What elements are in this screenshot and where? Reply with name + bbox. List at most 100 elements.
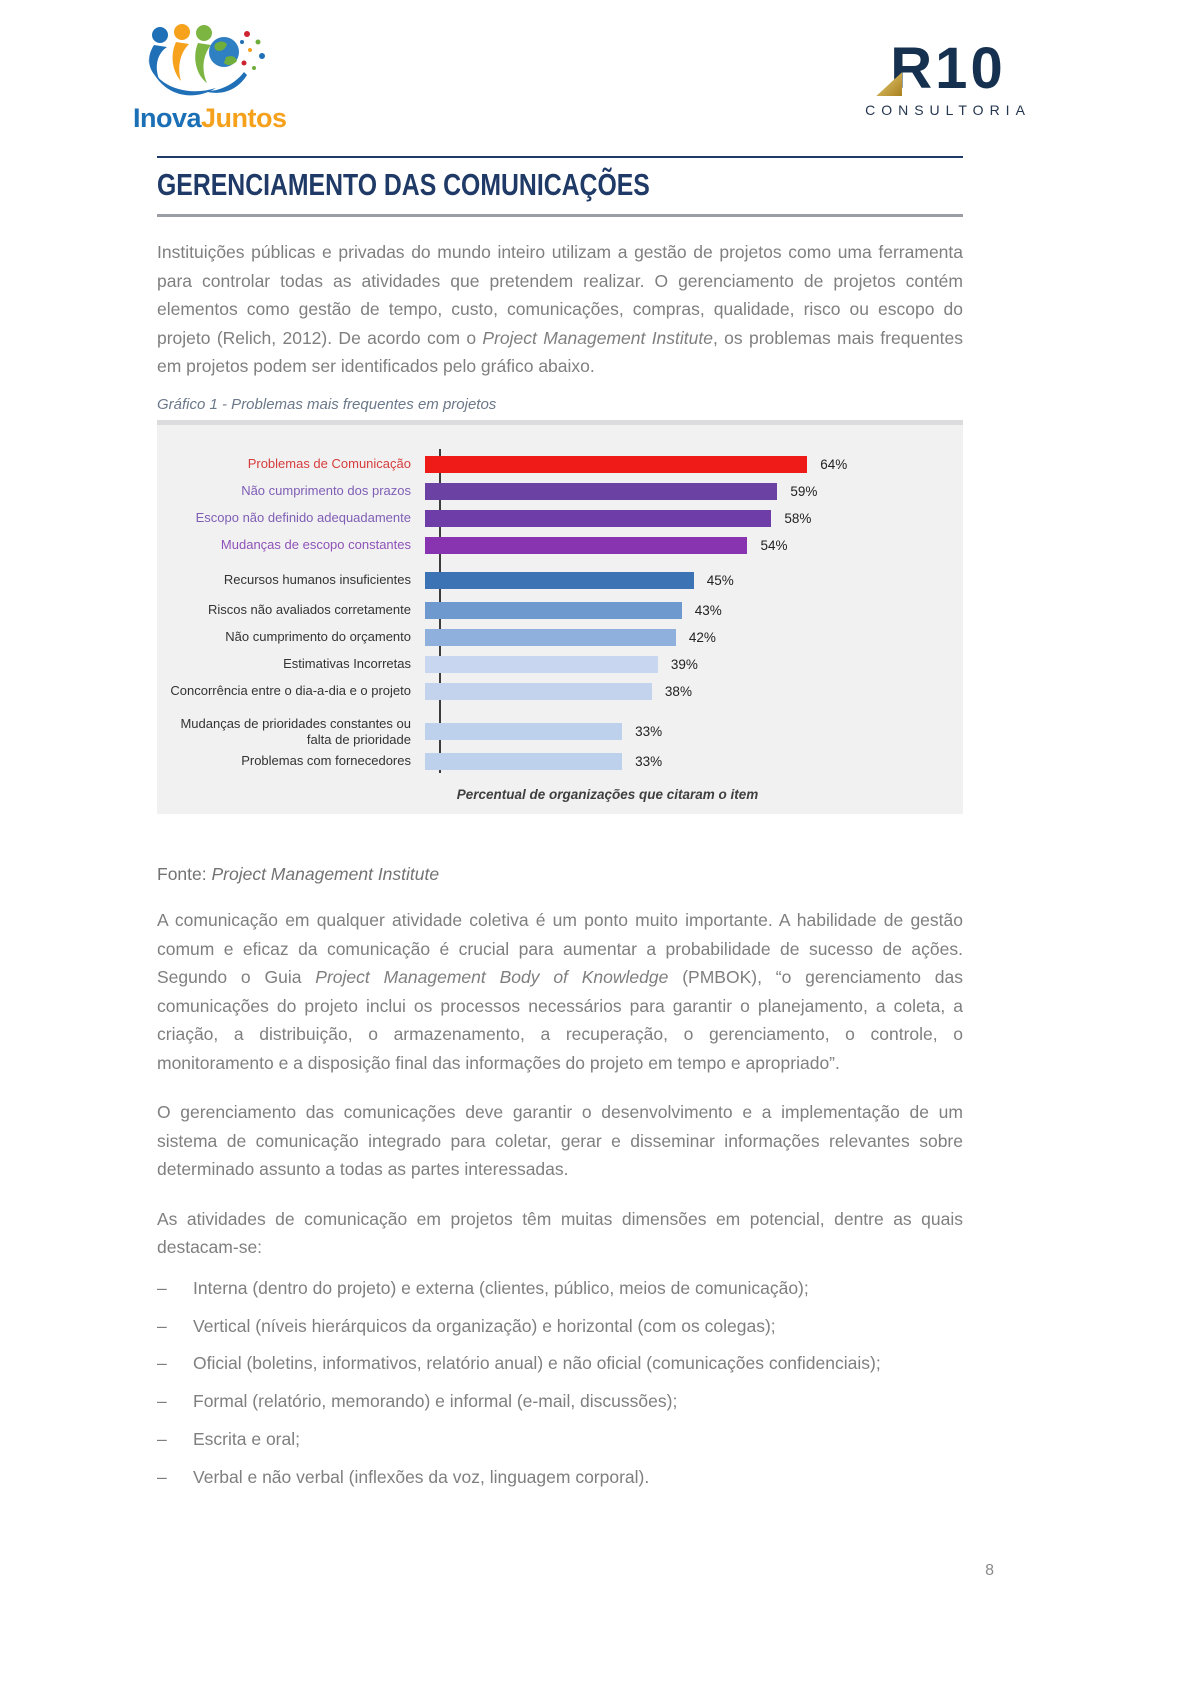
paragraph-intro: Instituições públicas e privadas do mund… [157, 238, 963, 381]
chart-category-label: Não cumprimento dos prazos [241, 482, 411, 498]
paragraph-pmbok: A comunicação em qualquer atividade cole… [157, 906, 963, 1077]
chart-category-label: Escopo não definido adequadamente [195, 509, 411, 525]
list-item-text: Formal (relatório, memorando) e informal… [193, 1391, 678, 1411]
chart-category-label: Riscos não avaliados corretamente [207, 601, 411, 617]
chart-bar-track: 33% [425, 753, 963, 771]
list-dash: – [157, 1428, 167, 1449]
chart-bar-track: 33% [425, 723, 963, 741]
paragraph-intro-text: Instituições públicas e privadas do mund… [157, 242, 963, 348]
chart-bar-track: 45% [425, 571, 963, 589]
chart-value-label: 59% [790, 483, 818, 499]
chart-row: Não cumprimento dos prazos 59% [157, 478, 963, 505]
chart-category-label: Recursos humanos insuficientes [223, 571, 411, 587]
r10-subtitle: CONSULTORIA [865, 102, 1031, 118]
source-name: Project Management Institute [211, 864, 440, 885]
chart-row: Mudanças de prioridades constantes ou fa… [157, 716, 963, 749]
chart-bar [425, 655, 658, 673]
chart-value-label: 39% [670, 656, 698, 672]
chart-bar [425, 536, 748, 554]
chart-rows: Problemas de Comunicação 64% Não cumprimen… [157, 448, 963, 776]
chart-row: Problemas com fornecedores 33% [157, 748, 963, 775]
r10-brand: R10 [890, 36, 1006, 101]
chart-value-label: 33% [635, 724, 663, 740]
chart-bar-track: 43% [425, 601, 963, 619]
chart-value-label: 33% [635, 754, 663, 770]
inovajuntos-wordmark: InovaJuntos [133, 103, 287, 134]
list-item-text: Escrita e oral; [193, 1428, 300, 1449]
chart-value-label: 43% [694, 602, 722, 618]
chart-value-label: 45% [706, 572, 734, 588]
chart-bar-track: 54% [425, 536, 963, 554]
page-title: GERENCIAMENTO DAS COMUNICAÇÕES [157, 167, 650, 202]
list-item: – Vertical (níveis hierárquicos da organi… [157, 1315, 963, 1338]
wordmark-juntos: Juntos [201, 103, 287, 133]
chart-value-label: 38% [664, 683, 692, 699]
chart-row: Recursos humanos insuficientes 45% [157, 567, 963, 594]
chart-category-label: Mudanças de escopo constantes [220, 536, 411, 552]
chart-bar [425, 601, 682, 619]
chart-category-label: Concorrência entre o dia-a-dia e o proje… [170, 682, 411, 698]
chart-bar [425, 455, 808, 473]
wordmark-inova: Inova [133, 103, 202, 133]
list-item-text: Verbal e não verbal (inflexões da voz, l… [193, 1466, 650, 1487]
chart-x-axis-label: Percentual de organizações que citaram o… [456, 787, 759, 803]
list-dash: – [157, 1315, 167, 1336]
page-number: 8 [985, 1562, 994, 1579]
chart-caption: Gráfico 1 - Problemas mais frequentes em… [157, 395, 497, 413]
chart-category-label: Problemas com fornecedores [241, 753, 411, 769]
chart-category-label: Estimativas Incorretas [283, 655, 411, 671]
chart-bar [425, 753, 623, 771]
chart-row: Problemas de Comunicação 64% [157, 451, 963, 478]
list-dash: – [157, 1466, 167, 1487]
chart-bar [425, 682, 652, 700]
list-dash: – [157, 1391, 167, 1411]
chart-row: Estimativas Incorretas 39% [157, 651, 963, 678]
r10-logo: R10 CONSULTORIA [843, 36, 1053, 119]
list-item-text: Vertical (níveis hierárquicos da organiz… [193, 1315, 776, 1336]
chart-row: Mudanças de escopo constantes 54% [157, 532, 963, 559]
inovajuntos-logo: InovaJuntos [133, 22, 287, 134]
source-line: Fonte: Project Management Institute [157, 864, 963, 885]
chart-row: Riscos não avaliados corretamente 43% [157, 597, 963, 624]
chart-value-label: 54% [760, 537, 788, 553]
list-dash: – [157, 1353, 167, 1374]
list-item: – Verbal e não verbal (inflexões da voz, … [157, 1466, 963, 1489]
list-item-text: Oficial (boletins, informativos, relatór… [193, 1353, 881, 1374]
paragraph-intro-text-2: , os problemas mais frequentes em projet… [157, 327, 963, 377]
paragraph-pmbok-text-2: (PMBOK), “o gerenciamento das comunicaçõ… [157, 967, 963, 1073]
bar-chart: Problemas de Comunicação 64% Não cumprimen… [157, 419, 963, 815]
globe-icon [209, 37, 239, 67]
chart-row: Escopo não definido adequadamente 58% [157, 505, 963, 532]
chart-bar [425, 723, 623, 741]
list-item-text: Interna (dentro do projeto) e externa (c… [193, 1277, 809, 1298]
chart-bar-track: 58% [425, 509, 963, 527]
chart-bar [425, 482, 778, 500]
chart-bar-track: 38% [425, 682, 963, 700]
chart-value-label: 42% [688, 629, 716, 645]
chart-bar-track: 42% [425, 628, 963, 646]
paragraph-pmbok-italic: Project Management Body of Knowledge [315, 967, 669, 988]
chart-bar [425, 628, 676, 646]
source-label: Fonte: [157, 864, 212, 885]
chart-row: Não cumprimento do orçamento 42% [157, 624, 963, 651]
chart-category-label: Não cumprimento do orçamento [225, 628, 411, 644]
chart-bar-track: 39% [425, 655, 963, 673]
paragraph-pmbok-text: A comunicação em qualquer atividade cole… [157, 910, 963, 988]
list-dash: – [157, 1277, 167, 1298]
title-block: GERENCIAMENTO DAS COMUNICAÇÕES [157, 156, 963, 217]
dimension-list: – Interna (dentro do projeto) e externa (… [157, 1277, 963, 1489]
list-item: – Escrita e oral; [157, 1428, 963, 1451]
chart-bar [425, 571, 694, 589]
list-item: – Formal (relatório, memorando) e informa… [157, 1390, 963, 1413]
chart-category-label: Mudanças de prioridades constantes ou fa… [180, 715, 411, 747]
chart-category-label: Problemas de Comunicação [247, 455, 411, 471]
list-item: – Oficial (boletins, informativos, relató… [157, 1352, 963, 1375]
inovajuntos-logo-graphic [148, 24, 265, 96]
paragraph-intro-italic: Project Management Institute [482, 327, 713, 348]
chart-bar [425, 509, 772, 527]
chart-value-label: 64% [820, 456, 848, 472]
paragraph-sistema: O gerenciamento das comunicações deve ga… [157, 1102, 963, 1180]
list-item: – Interna (dentro do projeto) e externa (… [157, 1277, 963, 1300]
chart-row: Concorrência entre o dia-a-dia e o proje… [157, 678, 963, 705]
